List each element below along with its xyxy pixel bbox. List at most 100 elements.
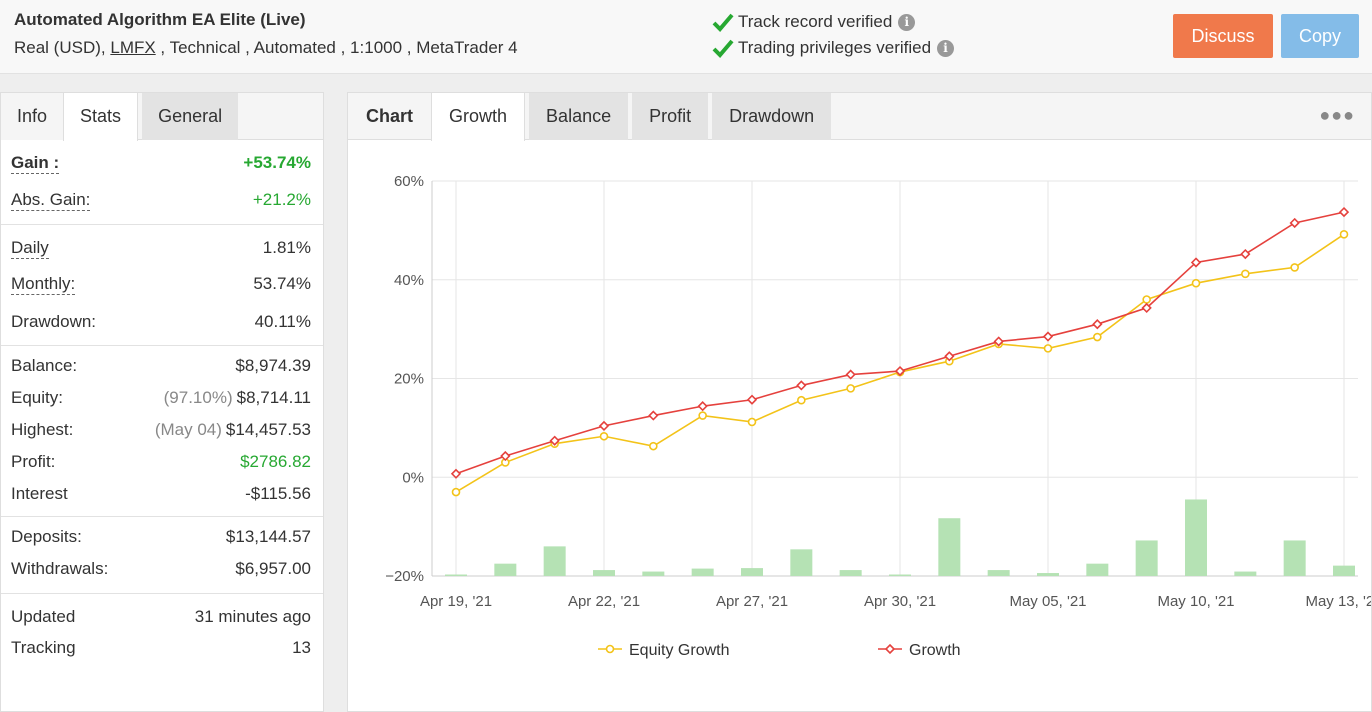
growth-point [1338,206,1350,218]
balance-label: Balance: [11,356,78,375]
track-record-verified: Track record verified i [712,12,916,32]
interest-row: Interest -$115.56 [11,478,311,510]
tracking-label: Tracking [11,638,76,657]
y-tick-label: −20% [385,568,424,585]
broker-link[interactable]: LMFX [110,38,156,57]
daily-bar [642,571,665,576]
info-icon[interactable]: i [937,39,955,57]
daily-bar [494,563,517,576]
balance-row: Balance: $8,974.39 [11,346,311,382]
equity-growth-point [1339,230,1349,239]
more-options-icon[interactable]: ●●● [1319,105,1355,125]
growth-point [796,380,807,391]
abs-gain-row: Abs. Gain: +21.2% [11,180,311,220]
growth-point [1141,302,1152,314]
daily-value: 1.81% [262,238,311,257]
daily-bar [1234,571,1257,576]
abs-gain-label[interactable]: Abs. Gain: [11,189,91,211]
tab-profit[interactable]: Profit [632,93,709,140]
discuss-button[interactable]: Discuss [1173,14,1273,58]
tab-stats[interactable]: Stats [63,93,139,141]
growth-point [845,369,856,380]
tab-growth[interactable]: Growth [431,93,526,141]
withdrawals-value: $6,957.00 [235,559,311,578]
equity-growth-point [846,384,855,393]
growth-point [1190,257,1202,268]
legend-swatch-marker [884,643,896,655]
legend-label: Equity Growth [629,642,729,659]
updated-row: Updated 31 minutes ago [11,594,311,632]
highest-label: Highest: [11,420,74,439]
stats-panel: Info Stats General Gain : +53.74% Abs. G… [0,92,324,712]
growth-point [697,401,708,412]
x-tick-label: May 05, '21 [1009,593,1086,610]
highest-value: $14,457.53 [225,420,311,439]
equity-growth-point [1191,278,1201,288]
daily-bar [1185,499,1207,576]
daily-bar [889,574,911,576]
gain-label[interactable]: Gain : [11,152,60,174]
interest-value: -$115.56 [245,484,311,503]
growth-point [1240,248,1251,260]
equity-growth-point [451,487,461,497]
track-record-label: Track record verified [738,12,893,31]
daily-bar [593,570,615,576]
daily-bar [839,570,862,576]
daily-bar [741,568,763,576]
drawdown-row: Drawdown: 40.11% [11,303,311,341]
y-tick-label: 0% [402,469,424,486]
equity-growth-point [1290,263,1299,272]
x-tick-label: May 13, '21 [1305,593,1371,610]
withdrawals-row: Withdrawals: $6,957.00 [11,553,311,585]
growth-point [1092,319,1103,330]
daily-bar [1086,563,1109,576]
chart-panel: Chart Growth Balance Profit Drawdown ●●●… [347,92,1372,712]
abs-gain-value: +21.2% [252,190,311,209]
profit-value: $2786.82 [240,452,311,471]
interest-label: Interest [11,484,68,503]
daily-label[interactable]: Daily [11,237,49,259]
monthly-label[interactable]: Monthly: [11,273,76,295]
equity-growth-point [1241,269,1250,279]
updated-label: Updated [11,607,76,626]
x-tick-label: Apr 22, '21 [568,593,640,610]
tab-info[interactable]: Info [1,93,64,140]
tab-drawdown[interactable]: Drawdown [712,93,832,140]
chart-tabs-label: Chart [366,106,414,126]
growth-point [598,420,610,432]
monthly-row: Monthly: 53.74% [11,265,311,303]
growth-point [549,435,560,446]
stats-list: Gain : +53.74% Abs. Gain: +21.2% Daily 1… [1,140,323,664]
equity-row: Equity: (97.10%) $8,714.11 [11,382,311,414]
growth-point [1289,217,1300,229]
gain-value: +53.74% [243,153,311,172]
withdrawals-label: Withdrawals: [11,559,109,578]
info-icon[interactable]: i [898,13,916,31]
updated-value: 31 minutes ago [194,607,311,626]
legend-label: Growth [909,642,961,659]
x-tick-label: Apr 19, '21 [420,593,492,610]
daily-bar [1037,573,1059,576]
y-tick-label: 20% [394,371,424,388]
profit-label: Profit: [11,452,56,471]
daily-bar [790,549,813,576]
tracking-value: 13 [292,638,311,657]
drawdown-label: Drawdown: [11,312,97,331]
equity-percent: (97.10%) [163,388,233,407]
trading-privileges-verified: Trading privileges verified i [712,38,955,58]
daily-bar [1283,540,1306,576]
legend-swatch-marker [605,644,615,654]
equity-growth-point [1142,295,1151,304]
highest-row: Highest: (May 04) $14,457.53 [11,414,311,446]
equity-growth-point [1043,344,1053,353]
growth-point [450,468,462,479]
equity-growth-point [649,441,658,451]
daily-bar [1135,540,1158,576]
account-type: Real (USD), [14,38,111,57]
tab-balance[interactable]: Balance [529,93,629,140]
equity-growth-point [797,395,806,405]
growth-chart: 60% 40% 20% 0% −20% Apr 19, '21 Apr 22, '21 Apr… [385,173,1371,659]
account-info: Real (USD), LMFX , Technical , Automated… [14,38,518,58]
tab-general[interactable]: General [142,93,239,140]
copy-button[interactable]: Copy [1281,14,1359,58]
